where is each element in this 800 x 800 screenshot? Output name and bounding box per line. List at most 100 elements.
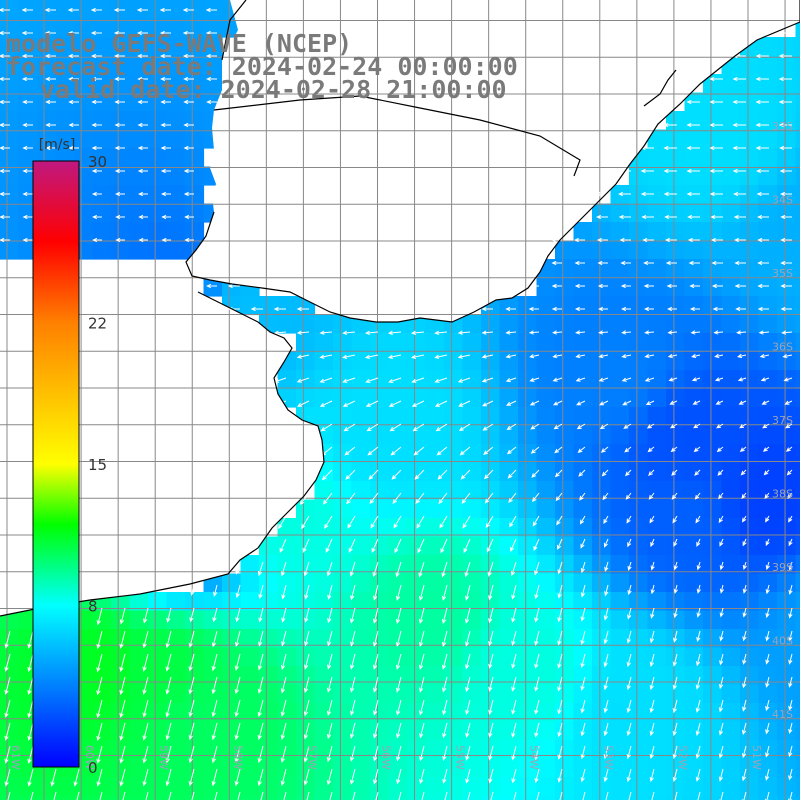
wind-arrow [398, 791, 402, 800]
wind-arrow [488, 768, 494, 784]
field-cell [721, 610, 741, 630]
wind-arrow [552, 330, 563, 335]
field-cell [629, 185, 649, 205]
field-cell [629, 481, 649, 501]
wind-arrow [165, 630, 172, 649]
wind-arrow [373, 722, 379, 739]
field-cell [481, 777, 501, 797]
field-cell [629, 555, 649, 575]
field-cell [314, 555, 334, 575]
field-cell [351, 610, 371, 630]
wind-arrow [280, 722, 287, 740]
field-cell [536, 536, 556, 556]
field-cell [629, 259, 649, 279]
wind-arrow [783, 377, 793, 382]
field-cell [684, 555, 704, 575]
field-cell [795, 370, 800, 390]
field-cell [795, 240, 800, 260]
wind-arrow [603, 653, 609, 668]
field-cell [721, 499, 741, 519]
field-cell [666, 536, 686, 556]
field-cell [795, 740, 800, 760]
wind-arrow [714, 377, 724, 382]
wind-arrow [619, 237, 631, 243]
longitude-label: 60W [83, 745, 96, 770]
field-cell [259, 610, 279, 630]
field-cell [721, 740, 741, 760]
wind-arrow [534, 699, 540, 715]
field-cell [444, 481, 464, 501]
wind-arrow [67, 30, 79, 36]
field-cell [703, 573, 723, 593]
field-cell [444, 721, 464, 741]
field-cell [444, 407, 464, 427]
wind-arrow [349, 768, 356, 785]
field-cell [777, 425, 797, 445]
field-cell [758, 758, 778, 778]
field-cell [111, 203, 131, 223]
wind-arrow [695, 745, 701, 760]
wind-arrow [756, 191, 769, 197]
field-cell [536, 703, 556, 723]
wind-arrow [302, 538, 310, 553]
wind-arrow [257, 699, 264, 718]
field-cell [610, 721, 630, 741]
field-cell [610, 629, 630, 649]
field-cell [203, 758, 223, 778]
field-cell [740, 314, 760, 334]
field-cell [92, 721, 112, 741]
wind-arrow [96, 699, 103, 719]
field-cell [222, 629, 242, 649]
field-cell [647, 425, 667, 445]
wind-arrow [511, 699, 517, 715]
wind-arrow [368, 469, 379, 480]
field-cell [610, 277, 630, 297]
wind-arrow [143, 607, 149, 624]
wind-arrow [739, 423, 747, 429]
field-cell [684, 592, 704, 612]
field-cell [777, 758, 797, 778]
field-cell [388, 407, 408, 427]
field-cell [573, 647, 593, 667]
field-cell [777, 740, 797, 760]
field-cell [592, 388, 612, 408]
field-cell [629, 758, 649, 778]
field-cell [222, 740, 242, 760]
wind-arrow [212, 607, 218, 623]
field-cell [370, 555, 390, 575]
field-cell [481, 425, 501, 445]
wind-arrow [580, 538, 586, 549]
field-cell [111, 703, 131, 723]
field-cell [703, 277, 723, 297]
field-cell [555, 462, 575, 482]
field-cell [351, 481, 371, 501]
field-cell [92, 629, 112, 649]
field-cell [573, 277, 593, 297]
wind-arrow [369, 492, 379, 505]
wind-arrow [709, 168, 723, 174]
field-cell [370, 388, 390, 408]
field-cell [666, 555, 686, 575]
wind-arrow [778, 76, 792, 82]
field-cell [240, 555, 260, 575]
field-cell [740, 222, 760, 242]
wind-arrow [280, 768, 287, 786]
field-cell [555, 536, 575, 556]
wind-arrow [119, 699, 126, 719]
field-cell [444, 666, 464, 686]
field-cell [666, 370, 686, 390]
field-cell [758, 499, 778, 519]
wind-arrow [166, 607, 172, 623]
wind-arrow [597, 283, 608, 289]
wind-arrow [557, 653, 563, 669]
wind-arrow [644, 353, 655, 359]
wind-arrow [579, 492, 586, 501]
field-cell [592, 444, 612, 464]
field-cell [666, 740, 686, 760]
field-cell [333, 425, 353, 445]
field-cell [296, 388, 316, 408]
wind-arrow [505, 354, 517, 359]
wind-arrow [211, 630, 218, 648]
wind-arrow [557, 768, 563, 783]
longitude-label: 55W [454, 745, 467, 770]
